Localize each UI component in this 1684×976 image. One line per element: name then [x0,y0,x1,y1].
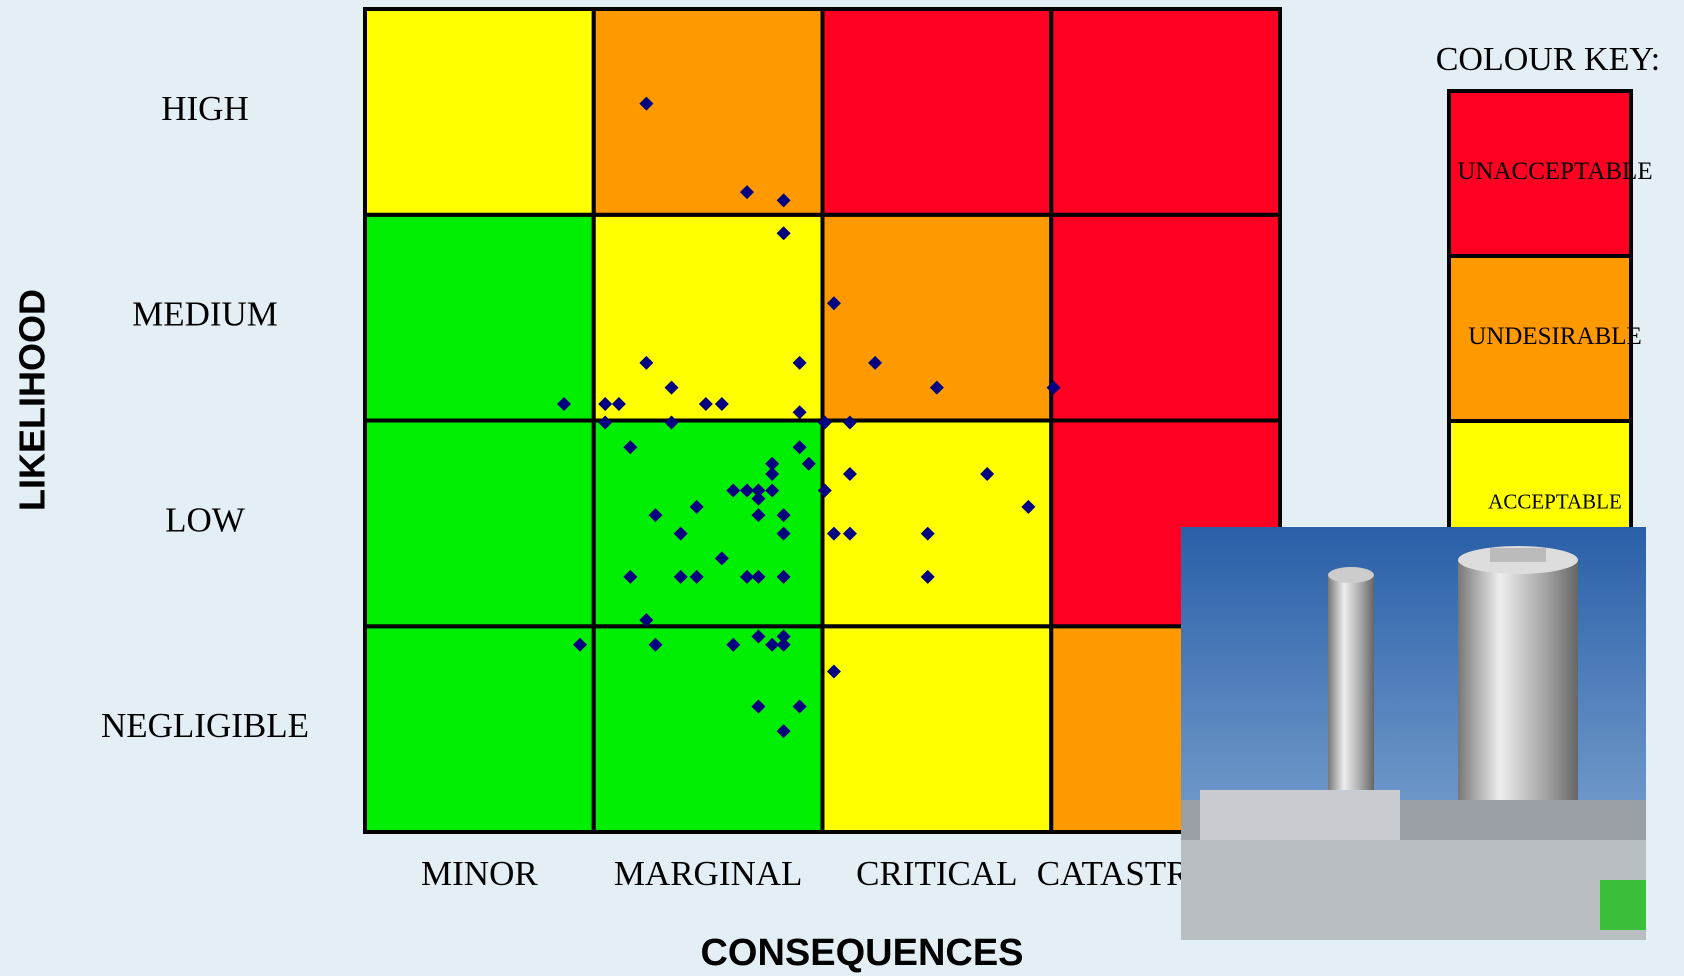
y-category-label: LOW [165,500,245,539]
risk-cell [365,421,594,627]
x-category-label: MARGINAL [614,854,803,893]
risk-cell [823,626,1052,832]
y-axis-label: LIKELIHOOD [12,289,53,511]
risk-cell [365,215,594,421]
risk-cell [823,9,1052,215]
risk-cell [594,9,823,215]
key-label: UNDESIRABLE [1468,323,1642,350]
y-category-label: HIGH [161,89,248,128]
x-axis-label: CONSEQUENCES [700,932,1023,974]
risk-cell [594,215,823,421]
key-label: ACCEPTABLE [1488,489,1622,513]
key-label: UNACCEPTABLE [1457,158,1652,185]
plant-photo [1181,527,1646,940]
risk-cell [365,9,594,215]
key-title: COLOUR KEY: [1436,41,1661,78]
risk-cell [365,626,594,832]
y-category-label: NEGLIGIBLE [101,706,309,745]
x-category-label: CRITICAL [856,854,1017,893]
risk-cell [1051,215,1280,421]
risk-cell [823,421,1052,627]
y-category-label: MEDIUM [132,295,278,334]
risk-cell [1051,9,1280,215]
x-category-label: MINOR [421,854,538,893]
risk-matrix: MINORMARGINALCRITICALCATASTROPHICNEGLIGI… [0,0,1684,976]
